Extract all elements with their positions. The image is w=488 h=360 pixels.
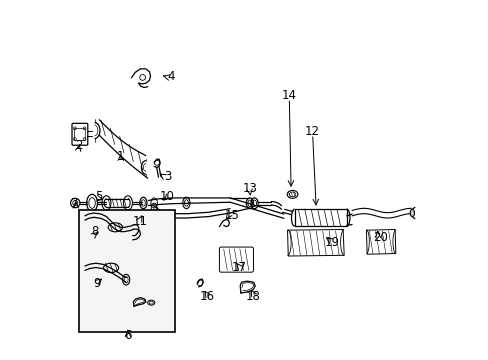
Text: 8: 8: [91, 225, 99, 238]
Text: 7: 7: [71, 197, 79, 210]
Text: 14: 14: [281, 89, 296, 102]
Text: 15: 15: [224, 210, 239, 222]
Text: 1: 1: [117, 150, 124, 163]
Text: 13: 13: [242, 183, 257, 195]
Text: 16: 16: [199, 290, 214, 303]
Text: 2: 2: [75, 139, 82, 152]
Text: 5: 5: [95, 190, 103, 203]
Text: 11: 11: [133, 215, 148, 228]
Bar: [79, 211, 174, 332]
Text: 9: 9: [93, 278, 101, 291]
Ellipse shape: [409, 210, 414, 217]
Text: 19: 19: [324, 236, 339, 249]
Text: 6: 6: [124, 329, 131, 342]
Text: 10: 10: [160, 190, 175, 203]
Bar: [294, 209, 346, 226]
Text: 3: 3: [163, 170, 171, 183]
Text: 12: 12: [305, 125, 320, 138]
Text: 17: 17: [231, 261, 246, 274]
Text: 18: 18: [245, 290, 261, 303]
Text: 20: 20: [372, 231, 387, 244]
Text: 4: 4: [167, 69, 174, 82]
